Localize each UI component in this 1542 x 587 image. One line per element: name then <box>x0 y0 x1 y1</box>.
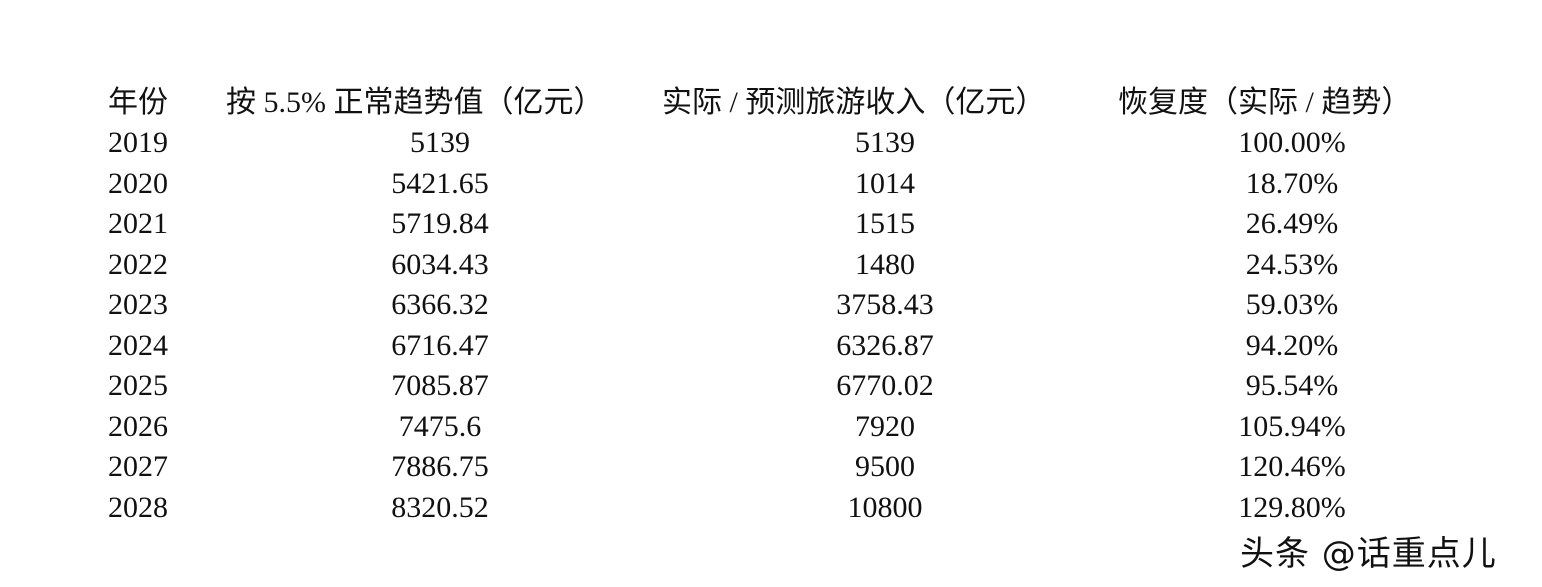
cell-year: 2024 <box>108 328 168 362</box>
cell-recovery: 59.03% <box>1245 288 1339 321</box>
cell-trend-value: 5139 <box>410 126 470 159</box>
watermark: 头条 @话重点儿 <box>1240 534 1497 574</box>
cell-actual-revenue: 3758.43 <box>836 288 934 321</box>
cell-actual-revenue: 1014 <box>855 166 915 200</box>
cell-actual-revenue: 6326.87 <box>836 328 934 362</box>
cell-trend-value: 6034.43 <box>391 247 489 281</box>
cell-recovery: 100.00% <box>1238 126 1346 159</box>
cell-actual-revenue: 10800 <box>847 490 923 524</box>
cell-recovery: 18.70% <box>1245 166 1339 200</box>
cell-trend-value: 7475.6 <box>398 409 482 443</box>
cell-actual-revenue: 6770.02 <box>836 369 934 402</box>
cell-trend-value: 5719.84 <box>391 207 489 240</box>
cell-recovery: 129.80% <box>1238 490 1346 524</box>
cell-actual-revenue: 5139 <box>855 126 915 159</box>
cell-year: 2027 <box>108 450 168 483</box>
cell-year: 2020 <box>108 166 168 200</box>
cell-year: 2021 <box>108 207 168 240</box>
cell-trend-value: 5421.65 <box>391 166 489 200</box>
cell-year: 2023 <box>108 288 168 321</box>
cell-trend-value: 6716.47 <box>391 328 489 362</box>
header-recovery: 恢复度（实际 / 趋势） <box>1118 86 1412 119</box>
cell-actual-revenue: 7920 <box>855 409 915 443</box>
header-actual-revenue: 实际 / 预测旅游收入（亿元） <box>662 86 1046 119</box>
cell-trend-value: 6366.32 <box>391 288 489 321</box>
cell-trend-value: 8320.52 <box>391 490 489 524</box>
header-year: 年份 <box>108 86 168 119</box>
cell-trend-value: 7085.87 <box>391 369 489 402</box>
cell-actual-revenue: 1515 <box>855 207 915 240</box>
cell-year: 2025 <box>108 369 168 402</box>
cell-trend-value: 7886.75 <box>391 450 489 483</box>
cell-recovery: 105.94% <box>1238 409 1346 443</box>
cell-recovery: 26.49% <box>1245 207 1339 240</box>
header-trend-value: 按 5.5% 正常趋势值（亿元） <box>226 86 604 119</box>
cell-actual-revenue: 9500 <box>855 450 915 483</box>
cell-recovery: 94.20% <box>1245 328 1339 362</box>
cell-year: 2026 <box>108 409 168 443</box>
cell-year: 2019 <box>108 126 168 159</box>
cell-year: 2028 <box>108 490 168 524</box>
cell-recovery: 95.54% <box>1245 369 1339 402</box>
cell-year: 2022 <box>108 247 168 281</box>
cell-recovery: 24.53% <box>1245 247 1339 281</box>
cell-actual-revenue: 1480 <box>855 247 915 281</box>
cell-recovery: 120.46% <box>1238 450 1346 483</box>
